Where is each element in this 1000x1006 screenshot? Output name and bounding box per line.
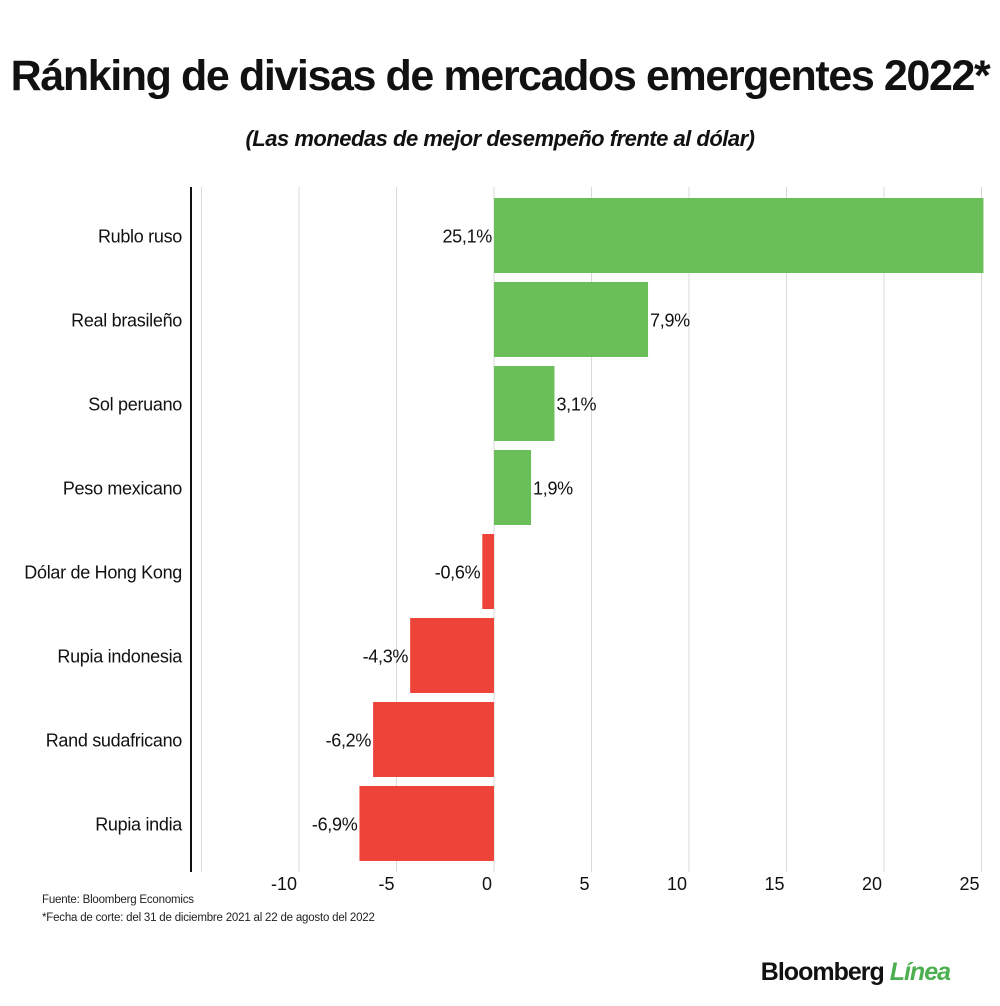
x-tick-label: 25 — [959, 874, 979, 894]
bar — [410, 618, 494, 693]
category-label: Real brasileño — [71, 311, 182, 331]
bar — [373, 702, 494, 777]
value-labels: 25,1% 7,9% 3,1% 1,9% -0,6% -4,3% -6,2% -6,9% — [312, 227, 691, 835]
source-note: Fuente: Bloomberg Economics — [42, 894, 194, 906]
category-label: Sol peruano — [88, 395, 182, 415]
x-tick-label: -10 — [271, 874, 297, 894]
category-label: Dólar de Hong Kong — [24, 563, 182, 583]
x-tick-labels: -10 -5 0 5 10 15 20 25 — [271, 874, 980, 894]
value-label: -6,2% — [326, 731, 372, 751]
value-label: 3,1% — [556, 395, 596, 415]
category-labels: Rublo ruso Real brasileño Sol peruano Peso … — [24, 227, 183, 835]
value-label: -4,3% — [363, 647, 409, 667]
bar — [494, 198, 984, 273]
x-tick-label: -5 — [378, 874, 394, 894]
category-label: Peso mexicano — [63, 479, 182, 499]
value-label: -0,6% — [435, 563, 481, 583]
bar — [359, 786, 494, 861]
date-footnote: *Fecha de corte: del 31 de diciembre 202… — [42, 912, 375, 924]
category-label: Rublo ruso — [98, 227, 182, 247]
x-tick-label: 10 — [667, 874, 687, 894]
brand-logo: Bloomberg Línea — [760, 958, 951, 987]
x-tick-label: 15 — [764, 874, 784, 894]
chart-subtitle: (Las monedas de mejor desempeño frente a… — [245, 126, 755, 151]
value-label: -6,9% — [312, 815, 358, 835]
value-label: 1,9% — [533, 479, 573, 499]
bar — [494, 282, 649, 357]
bars — [359, 198, 984, 861]
chart-title: Ránking de divisas de mercados emergente… — [10, 52, 991, 100]
brand-name: Bloomberg — [760, 958, 885, 986]
category-label: Rupia indonesia — [57, 647, 183, 667]
category-label: Rupia india — [95, 815, 183, 835]
value-label: 7,9% — [650, 311, 690, 331]
bar — [494, 366, 555, 441]
x-tick-label: 0 — [482, 874, 492, 894]
x-tick-label: 5 — [579, 874, 589, 894]
brand-accent: Línea — [889, 958, 951, 986]
bar — [482, 534, 494, 609]
bar — [494, 450, 532, 525]
value-label: 25,1% — [442, 227, 492, 247]
x-tick-label: 20 — [862, 874, 882, 894]
category-label: Rand sudafricano — [46, 731, 183, 751]
